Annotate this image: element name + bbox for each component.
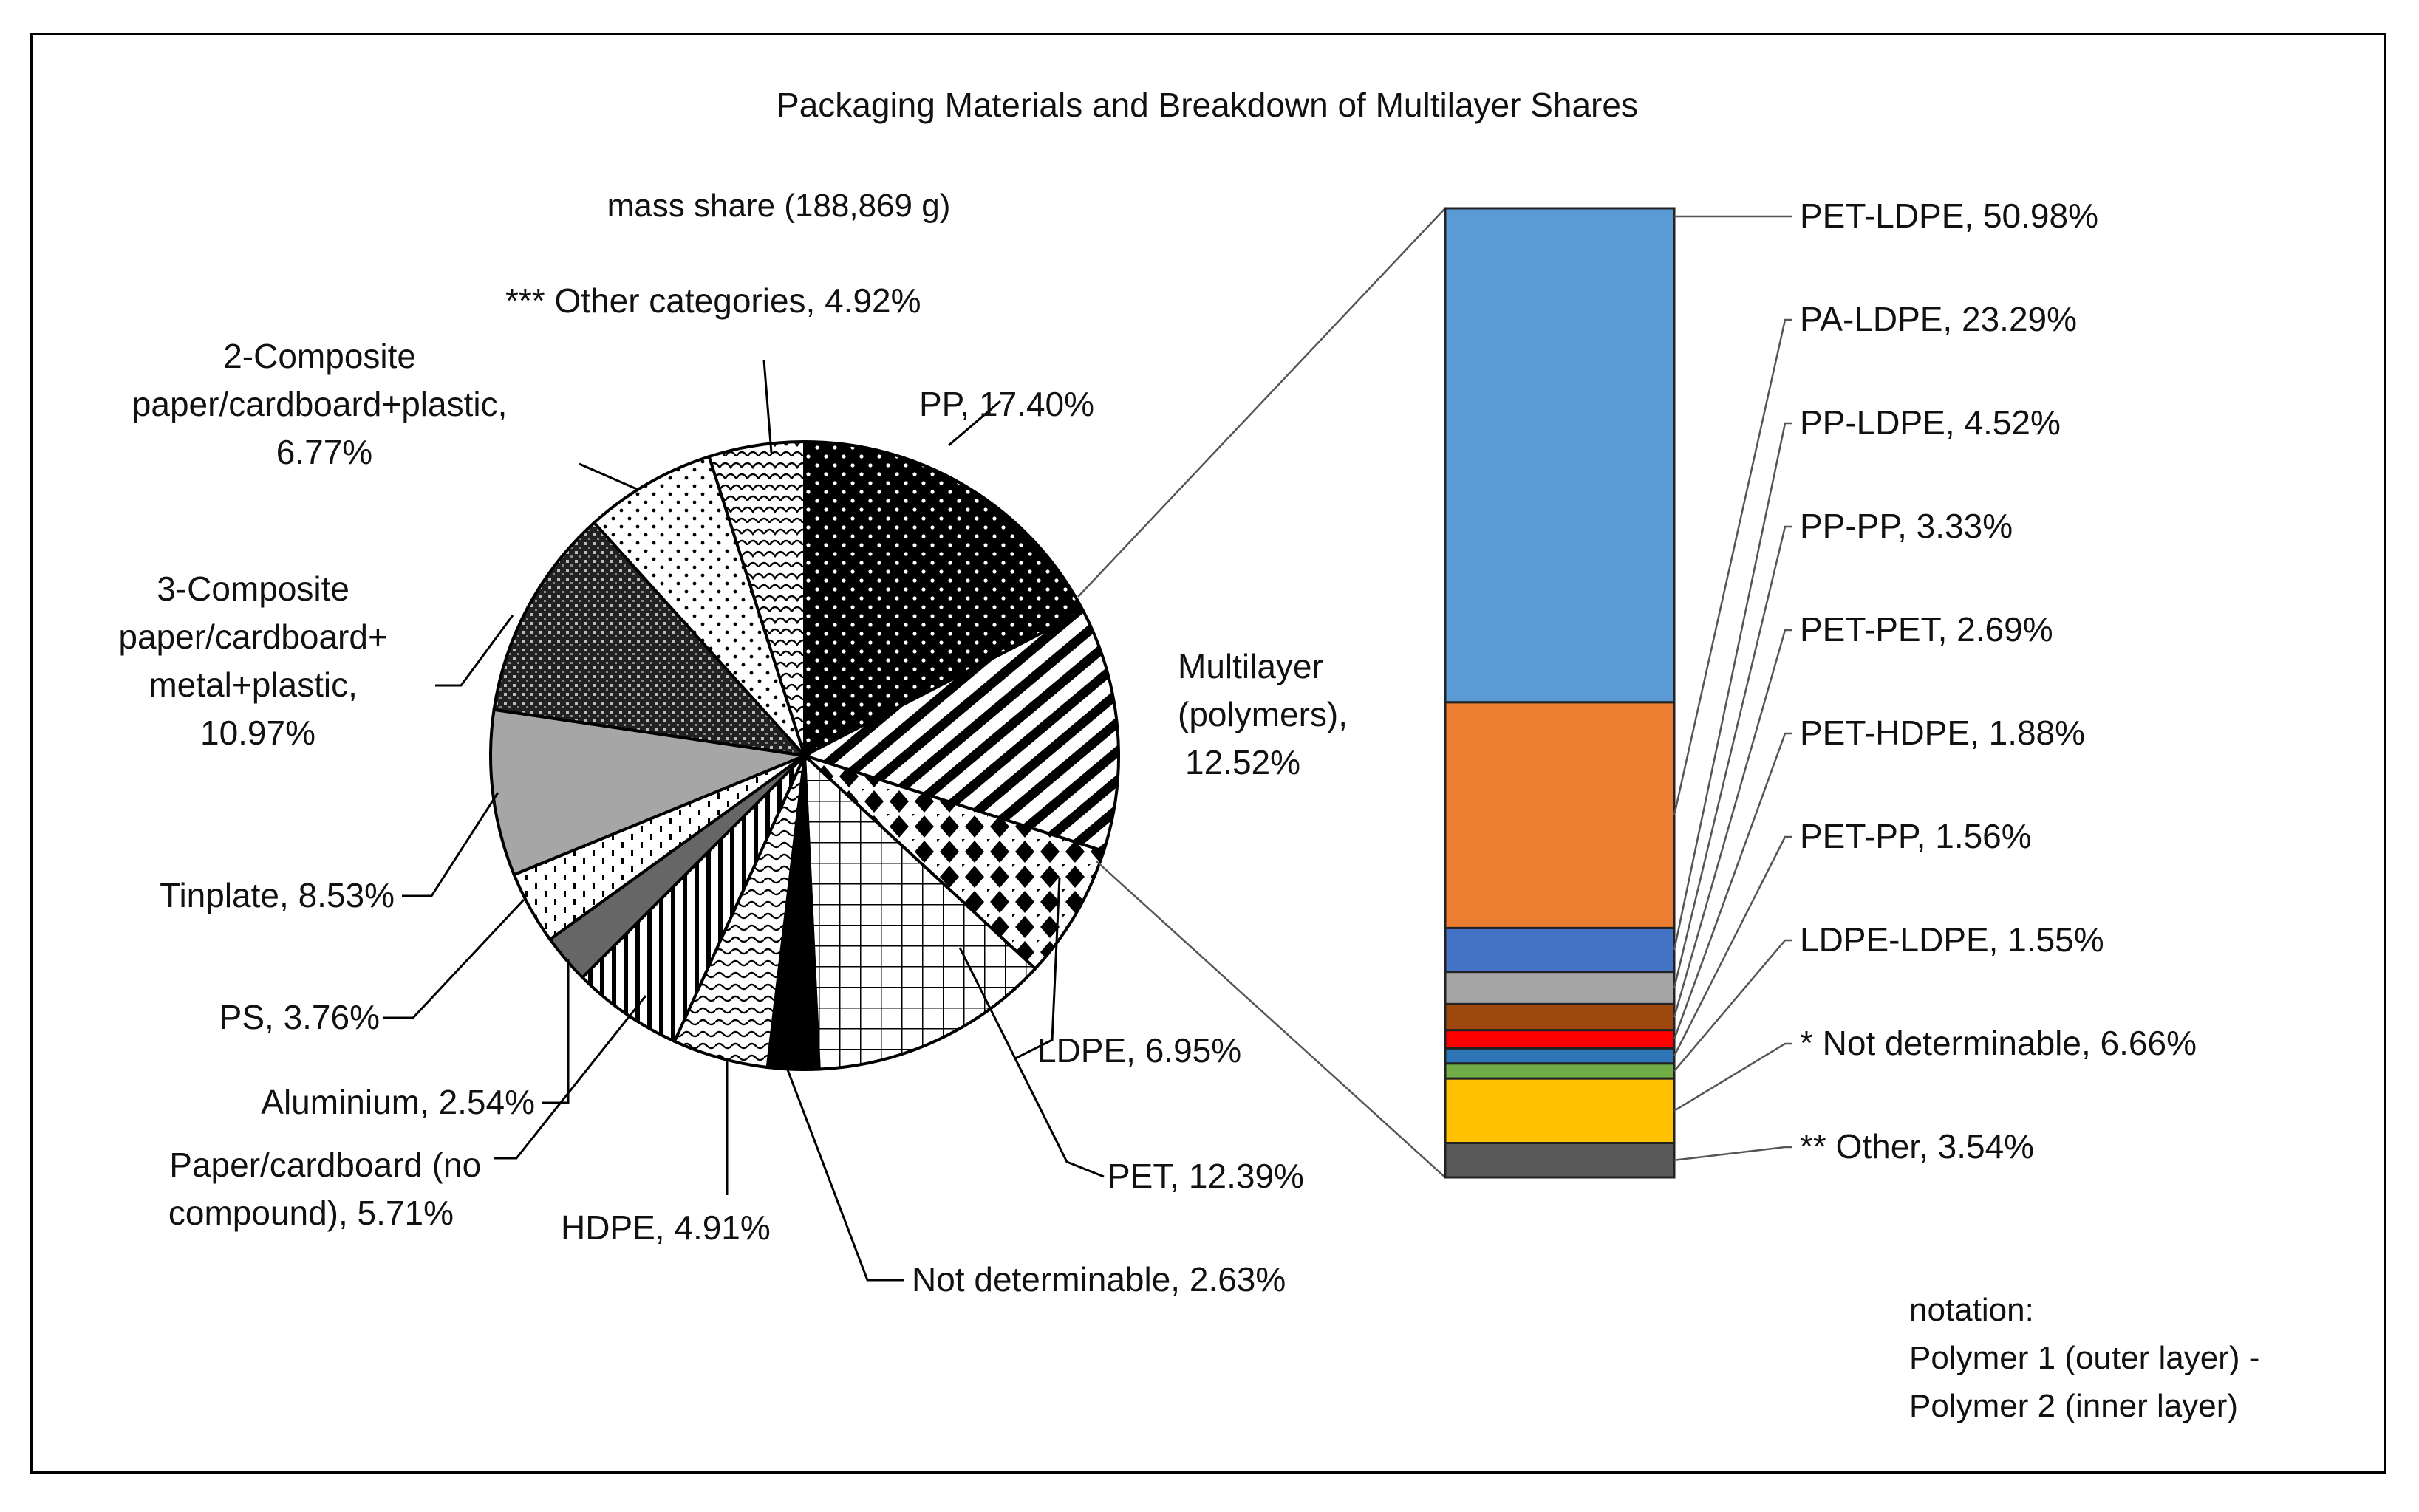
pie-slice-3 <box>802 752 1038 1071</box>
label-aluminium: Aluminium, 2.54% <box>261 1083 535 1121</box>
pie-slice-12 <box>707 439 806 756</box>
leader-ldpe <box>1014 877 1061 1060</box>
bar-leader-1 <box>1673 318 1792 815</box>
pie-leader-lines <box>383 360 1105 1282</box>
pie-slice-0 <box>803 439 1086 759</box>
bar-leader-8 <box>1673 1042 1792 1112</box>
pie-slice-9 <box>489 708 811 877</box>
bar-segment-8 <box>1444 1077 1676 1145</box>
bar-leader-lines <box>1673 215 1792 1162</box>
bar-leader-9 <box>1673 1146 1792 1162</box>
label-multilayer: Multilayer (polymers), 12.52% <box>1178 647 1357 781</box>
label-other: *** Other categories, 4.92% <box>505 281 921 320</box>
pie-slice-10 <box>492 520 809 758</box>
label-comp2-3: 6.77% <box>276 433 372 471</box>
pie-chart <box>489 439 1120 1071</box>
label-hdpe: HDPE, 4.91% <box>561 1208 771 1247</box>
bar-segment-2 <box>1444 926 1676 974</box>
leader-pet <box>958 947 1105 1178</box>
label-tinplate: Tinplate, 8.53% <box>160 876 395 914</box>
bar-leader-7 <box>1673 939 1792 1072</box>
pie-to-bar-connectors <box>1077 208 1446 1178</box>
bar-label-5: PET-HDPE, 1.88% <box>1800 714 2085 752</box>
chart-title: Packaging Materials and Breakdown of Mul… <box>777 86 1638 124</box>
pie-slice-11 <box>592 454 806 757</box>
stacked-bar <box>1444 207 1676 1179</box>
bar-segment-9 <box>1444 1142 1676 1179</box>
notation-3: Polymer 2 (inner layer) <box>1909 1388 2238 1424</box>
notation-1: notation: <box>1909 1292 2034 1328</box>
connector-bottom <box>1096 861 1446 1178</box>
bar-label-3: PP-PP, 3.33% <box>1800 507 2013 545</box>
leader-ps <box>383 898 525 1019</box>
label-paper: Paper/cardboard (no compound), 5.71% <box>168 1146 491 1232</box>
label-multilayer-1: Multilayer <box>1178 647 1323 685</box>
label-comp3-1: 3-Composite <box>157 569 349 608</box>
bar-labels: PET-LDPE, 50.98% PA-LDPE, 23.29% PP-LDPE, … <box>1800 196 2197 1166</box>
label-paper-1: Paper/cardboard (no <box>169 1146 481 1184</box>
pie-labels: PP, 17.40% Multilayer (polymers), 12.52%… <box>118 281 1357 1299</box>
label-pp: PP, 17.40% <box>919 385 1094 423</box>
label-comp2-2: paper/cardboard+plastic, <box>132 385 508 423</box>
bar-label-1: PA-LDPE, 23.29% <box>1800 300 2077 338</box>
leader-paper <box>494 995 647 1160</box>
bar-label-9: ** Other, 3.54% <box>1800 1127 2034 1166</box>
leader-aluminium <box>542 959 570 1104</box>
pie-slice-2 <box>803 754 1106 971</box>
label-comp2-1: 2-Composite <box>223 337 416 375</box>
bar-leader-2 <box>1673 422 1792 951</box>
bar-label-2: PP-LDPE, 4.52% <box>1800 403 2061 442</box>
bar-leader-3 <box>1673 525 1792 988</box>
bar-leader-5 <box>1673 732 1792 1040</box>
chart-canvas: Packaging Materials and Breakdown of Mul… <box>118 86 2269 1424</box>
bar-segment-4 <box>1444 1002 1676 1032</box>
pie-slice-1 <box>800 609 1120 853</box>
label-comp3: 3-Composite paper/cardboard+ metal+plast… <box>118 569 397 752</box>
chart-frame: Packaging Materials and Breakdown of Mul… <box>30 33 2386 1474</box>
bar-leader-6 <box>1673 835 1792 1057</box>
label-not-det: Not determinable, 2.63% <box>912 1260 1286 1299</box>
bar-label-7: LDPE-LDPE, 1.55% <box>1800 920 2104 959</box>
label-comp3-4: 10.97% <box>200 714 315 752</box>
leader-tinplate <box>402 792 499 897</box>
pie-subtitle: mass share (188,869 g) <box>607 188 951 224</box>
leader-not-det <box>785 1065 904 1282</box>
bar-segment-3 <box>1444 971 1676 1005</box>
leader-other <box>762 360 773 454</box>
label-comp2: 2-Composite paper/cardboard+plastic, 6.7… <box>132 337 516 471</box>
bar-label-8: * Not determinable, 6.66% <box>1800 1024 2197 1062</box>
bar-segment-0 <box>1444 207 1676 704</box>
leader-comp3 <box>435 615 514 687</box>
label-pet: PET, 12.39% <box>1108 1157 1304 1195</box>
bar-segment-1 <box>1444 701 1676 929</box>
bar-label-4: PET-PET, 2.69% <box>1800 610 2053 649</box>
label-ldpe: LDPE, 6.95% <box>1037 1031 1241 1070</box>
label-comp3-2: paper/cardboard+ <box>118 618 387 656</box>
bar-leader-4 <box>1673 629 1792 1018</box>
bar-label-0: PET-LDPE, 50.98% <box>1800 196 2098 235</box>
label-multilayer-2: (polymers), <box>1178 695 1348 733</box>
bar-segment-5 <box>1444 1029 1676 1050</box>
bar-segment-6 <box>1444 1047 1676 1065</box>
leader-pp <box>948 400 1001 447</box>
bar-label-6: PET-PP, 1.56% <box>1800 817 2032 855</box>
label-paper-2: compound), 5.71% <box>168 1194 454 1232</box>
leader-comp2 <box>579 462 639 491</box>
pie-slice-6 <box>580 754 806 1044</box>
bar-segment-7 <box>1444 1062 1676 1080</box>
connector-top <box>1077 208 1446 598</box>
label-ps: PS, 3.76% <box>219 998 380 1036</box>
notation: notation: Polymer 1 (outer layer) - Poly… <box>1909 1292 2269 1424</box>
notation-2: Polymer 1 (outer layer) - <box>1909 1340 2259 1376</box>
label-comp3-3: metal+plastic, <box>149 666 358 704</box>
label-multilayer-3: 12.52% <box>1185 743 1300 781</box>
